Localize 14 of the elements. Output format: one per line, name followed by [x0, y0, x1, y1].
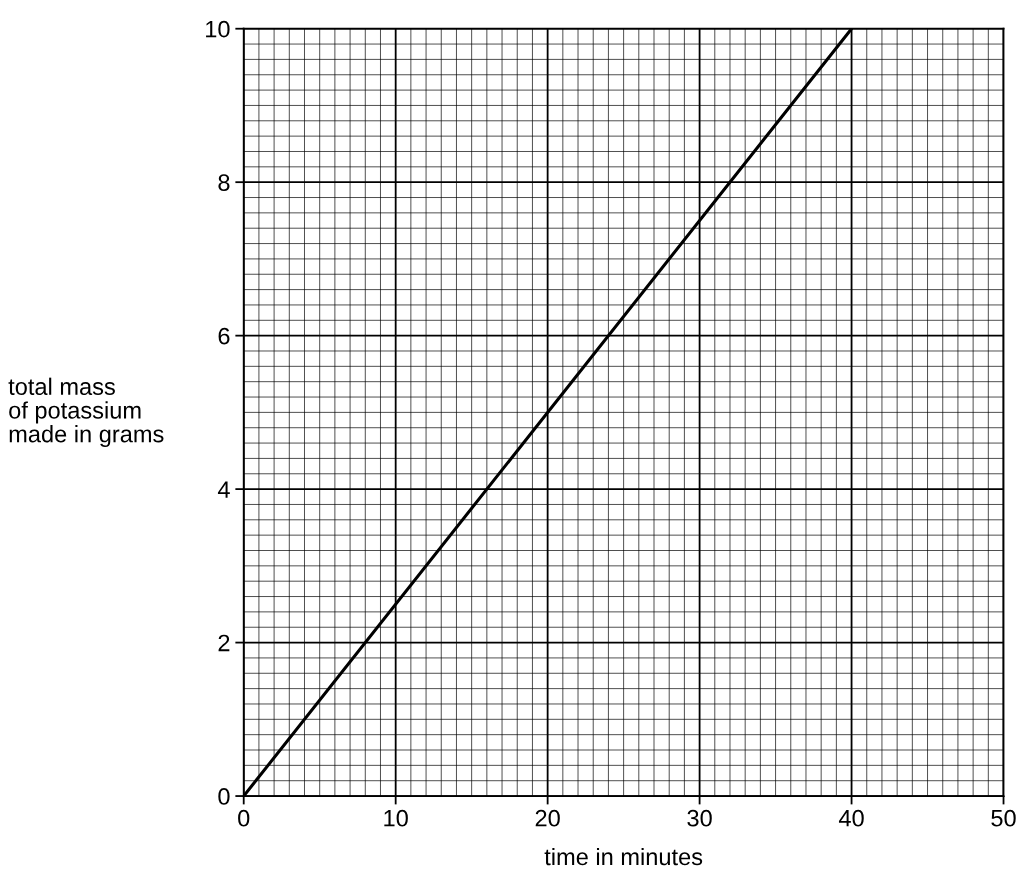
y-tick-label: 2 — [218, 634, 230, 652]
y-tick-label: 0 — [218, 788, 230, 805]
x-tick-label: 40 — [838, 809, 864, 827]
x-tick-label: 50 — [991, 809, 1016, 827]
y-tick-label: 8 — [218, 174, 230, 191]
y-tick-label: 10 — [206, 20, 230, 38]
y-tick-label: 4 — [217, 481, 230, 498]
y-axis-title: total mass of potassium made in grams — [8, 377, 164, 448]
x-tick-label: 20 — [535, 809, 560, 827]
x-axis-title: time in minutes — [544, 847, 703, 866]
y-tick-label: 6 — [218, 327, 230, 345]
x-tick-label: 10 — [384, 809, 408, 827]
x-tick-label: 30 — [687, 809, 712, 827]
x-tick-label: 0 — [238, 809, 250, 827]
